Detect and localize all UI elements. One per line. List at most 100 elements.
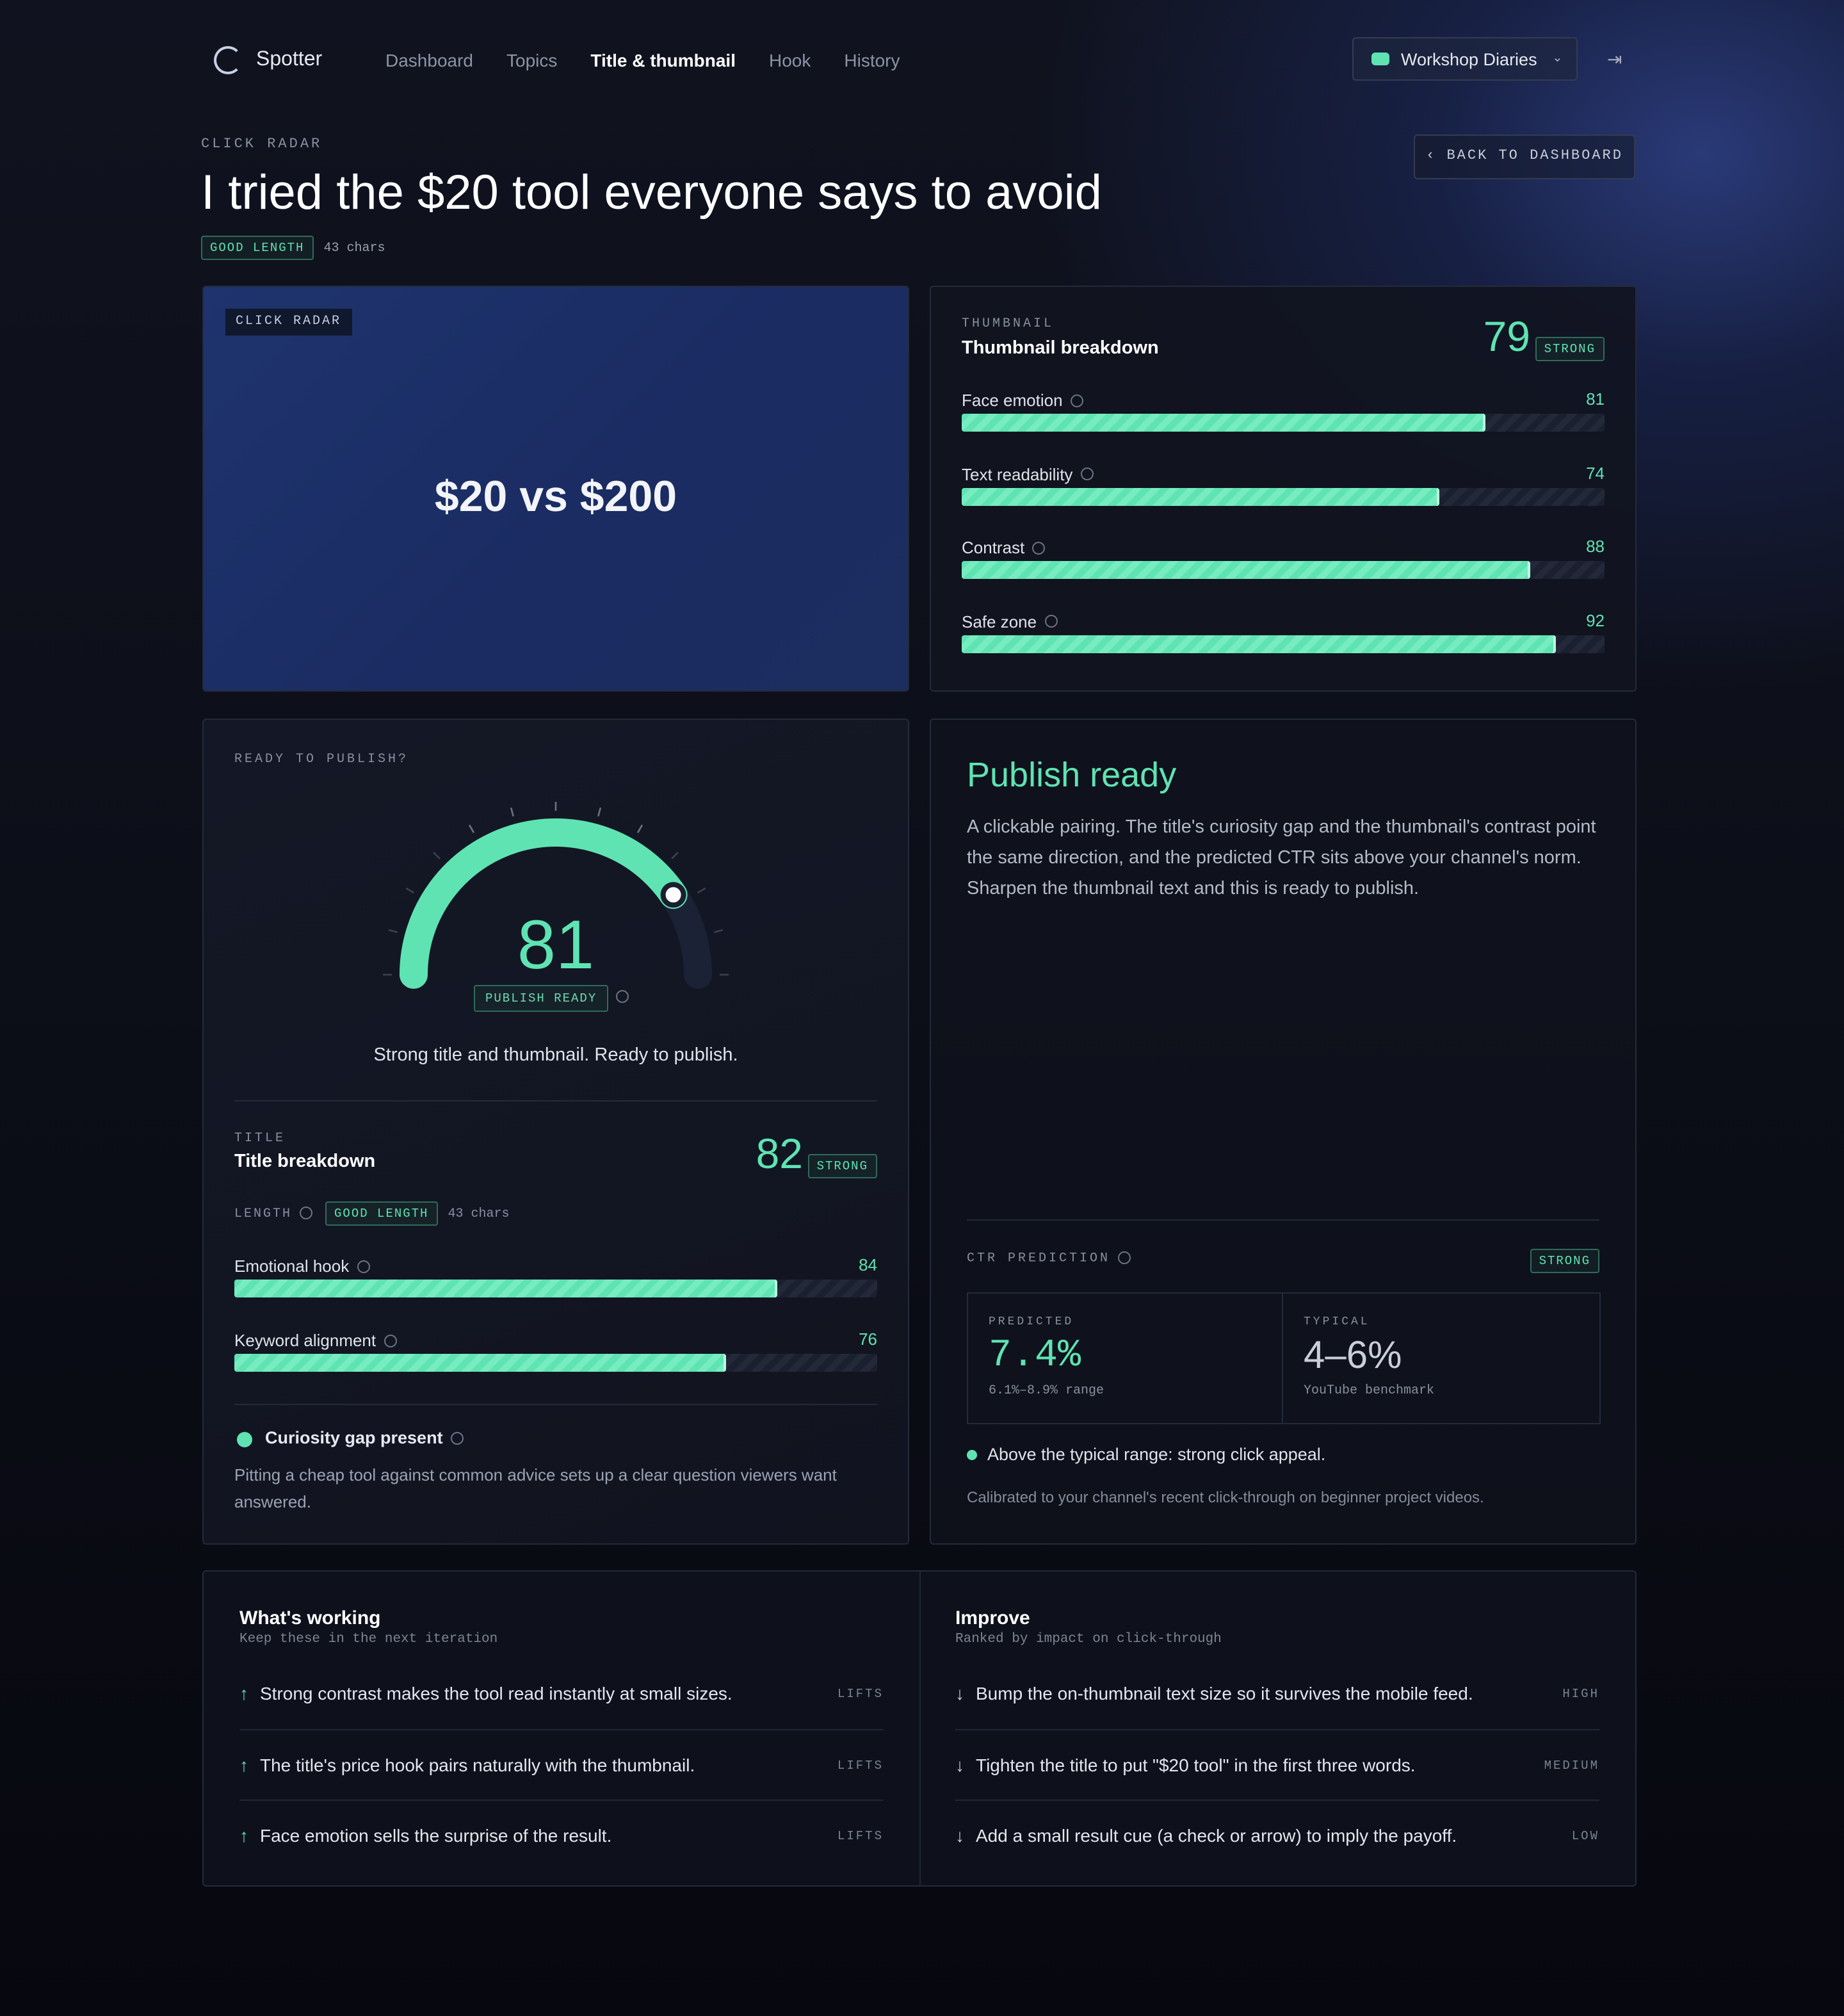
metric-label: Contrast [962,538,1025,557]
nav-link[interactable]: Dashboard [385,50,473,70]
metric-label: Text readability [962,464,1073,484]
gauge-tick [671,852,679,859]
gauge-score: 81 [517,907,595,984]
gauge-tick [713,929,724,933]
ctr-note: Above the typical range: strong click ap… [987,1445,1326,1464]
eyebrow: CLICK RADAR [201,137,323,152]
badge: STRONG [807,1154,877,1178]
nav-link[interactable]: Hook [769,50,811,70]
typical-box: TYPICAL 4–6% YouTube benchmark [1282,1292,1601,1424]
metric-value: 92 [1586,610,1605,630]
nav-link[interactable]: Title & thumbnail [590,50,736,70]
length-label: LENGTH [234,1208,293,1222]
channel-select[interactable]: Workshop Diaries ⌄ [1352,37,1578,81]
score: 82 [756,1130,803,1177]
verdict-text: A clickable pairing. The title's curiosi… [967,817,1596,899]
back-button[interactable]: ‹ BACK TO DASHBOARD [1414,134,1635,179]
metric-value: 76 [859,1329,877,1349]
list-item: ↑ Face emotion sells the surprise of the … [239,1800,884,1871]
metrics: Emotional hook 84 Keyword alignment 76 [234,1255,877,1409]
bar-track [234,1354,877,1372]
summary: Strong title and thumbnail. Ready to pub… [373,1045,738,1066]
bar [234,1280,777,1297]
item-tag: LIFTS [837,1687,884,1701]
metrics: Face emotion 81 Text readability 74 Contrast… [962,389,1605,684]
gauge-tick [388,929,398,933]
gauge-tick [636,824,643,833]
bar [962,561,1530,579]
item-text: Bump the on-thumbnail text size so it su… [976,1683,1473,1703]
nav-link[interactable]: Topics [506,50,558,70]
brand[interactable]: Spotter [256,49,323,70]
badge: GOOD LENGTH [325,1201,438,1226]
badge: STRONG [1535,337,1605,361]
metric-label: Face emotion [962,391,1063,410]
metric: Face emotion 81 [962,389,1605,441]
item-text: Tighten the title to put "$20 tool" in t… [976,1755,1416,1775]
arrow: ↓ [955,1683,964,1703]
gauge-tick [597,807,602,817]
metric-value: 88 [1586,537,1605,556]
arrow: ↑ [239,1825,248,1846]
metric: Safe zone 92 [962,610,1605,662]
card-title: Thumbnail breakdown [962,338,1159,359]
list-subtitle: Ranked by impact on click-through [955,1632,1222,1647]
bar-track [962,635,1605,653]
bar [962,635,1556,653]
list-title: What's working [239,1607,381,1629]
metric-label: Safe zone [962,612,1037,631]
verdict-title: Publish ready [967,756,1177,794]
bar-track [962,561,1605,579]
item-text: Face emotion sells the surprise of the r… [260,1825,612,1846]
item-tag: LOW [1571,1829,1599,1843]
metric-value: 74 [1586,463,1605,482]
badge: GOOD LENGTH [201,236,314,260]
bar-track [962,487,1605,505]
thumbnail-preview: CLICK RADAR $20 vs $200 [202,286,909,692]
note: YouTube benchmark [1304,1385,1435,1399]
chars: 43 chars [448,1208,510,1222]
insight-text: Pitting a cheap tool against common advi… [234,1465,837,1511]
arrow: ↓ [955,1755,964,1775]
youtube-icon [1371,53,1389,65]
typical: 4–6% [1304,1335,1402,1377]
eyebrow: READY TO PUBLISH? [234,753,409,767]
gauge-arc [400,818,688,989]
score: 79 [1483,313,1530,360]
metric: Keyword alignment 76 [234,1329,877,1381]
list-item: ↓ Add a small result cue (a check or arro… [955,1800,1599,1871]
range: 6.1%–8.9% range [989,1385,1104,1399]
nav-link[interactable]: History [844,50,900,70]
gauge-tick [405,887,414,894]
item-tag: LIFTS [837,1759,884,1773]
improve: Improve Ranked by impact on click-through… [919,1572,1635,1885]
list-item: ↓ Tighten the title to put "$20 tool" in … [955,1729,1599,1801]
preview-tag: CLICK RADAR [225,309,352,336]
item-text: Strong contrast makes the tool read inst… [260,1683,732,1703]
bar-track [234,1280,877,1297]
verdict-card: Publish ready A clickable pairing. The t… [930,719,1637,1545]
preview-text: $20 vs $200 [434,473,677,521]
gauge-tick [510,807,514,817]
metric-value: 84 [859,1255,877,1274]
bar [962,487,1440,505]
gauge [383,802,729,989]
list-item: ↓ Bump the on-thumbnail text size so it s… [955,1659,1599,1729]
bar [234,1354,726,1372]
item-tag: MEDIUM [1544,1759,1599,1773]
eyebrow: TITLE [234,1132,286,1146]
metric-value: 81 [1586,389,1605,409]
nav: Dashboard Topics Title & thumbnail Hook Hist… [385,50,934,73]
predicted-box: PREDICTED 7.4% 6.1%–8.9% range [967,1292,1284,1424]
chars: 43 chars [323,242,385,256]
working: What's working Keep these in the next ite… [204,1572,919,1885]
gauge-knob [660,882,686,908]
label: TYPICAL [1304,1315,1370,1328]
label: PREDICTED [989,1315,1074,1328]
list-title: Improve [955,1607,1030,1629]
badge: PUBLISH READY [474,985,609,1012]
list-subtitle: Keep these in the next iteration [239,1632,498,1647]
chevron: ⌄ [1552,51,1563,65]
item-tag: HIGH [1562,1687,1599,1701]
logout[interactable]: ⇥ [1607,49,1622,69]
